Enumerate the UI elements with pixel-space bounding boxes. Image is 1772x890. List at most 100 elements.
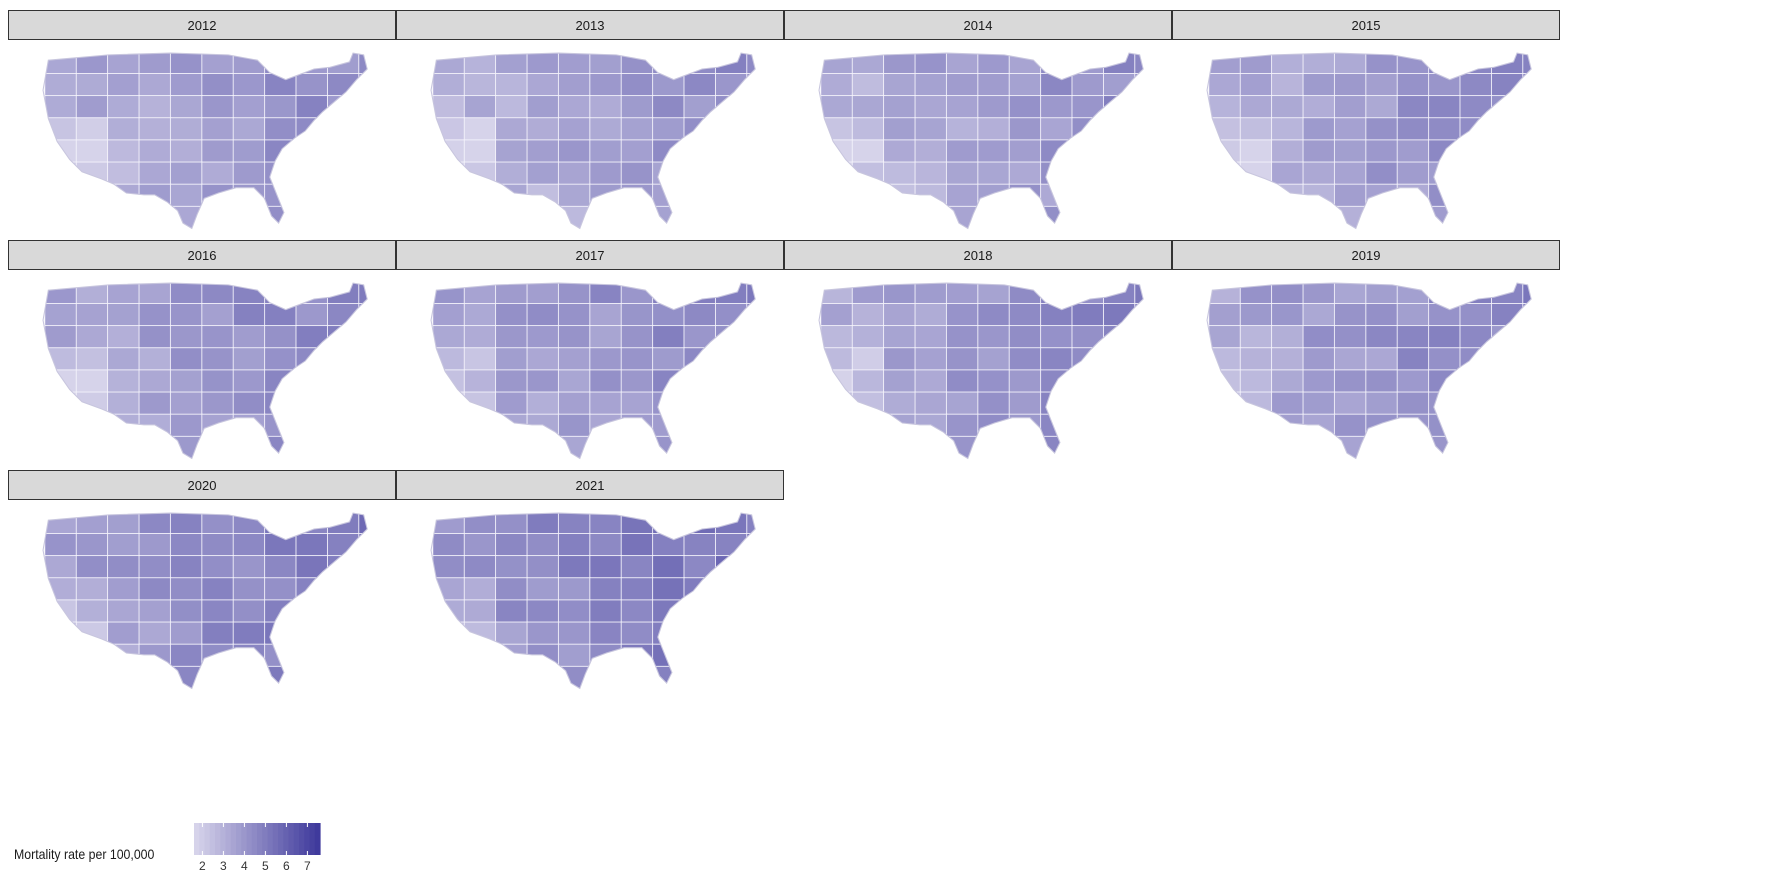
state-region <box>358 513 368 535</box>
state-region <box>75 53 109 75</box>
us-choropleth-map <box>1206 52 1532 230</box>
state-region <box>201 183 235 208</box>
state-region <box>495 95 528 119</box>
state-region <box>44 369 78 393</box>
state-region <box>1459 183 1493 208</box>
legend-tick-label: 2 <box>199 859 206 873</box>
state-region <box>75 413 109 438</box>
state-region <box>1365 347 1399 371</box>
state-region <box>1071 95 1105 119</box>
state-region <box>295 577 329 601</box>
state-region <box>1365 73 1399 97</box>
state-region <box>652 161 685 186</box>
state-region <box>746 643 756 668</box>
state-region <box>1040 95 1073 119</box>
state-region <box>1428 283 1461 305</box>
state-region <box>883 413 916 438</box>
state-region <box>463 117 497 141</box>
state-region <box>75 117 109 141</box>
legend-color-step <box>288 823 295 855</box>
state-region <box>232 95 266 119</box>
state-region <box>295 303 329 327</box>
state-region <box>1459 205 1493 229</box>
state-region <box>463 325 497 349</box>
state-region <box>201 621 235 646</box>
state-region <box>358 117 368 141</box>
state-region <box>432 95 466 119</box>
state-region <box>1208 303 1242 327</box>
state-region <box>358 665 368 689</box>
state-region <box>44 533 78 557</box>
state-region <box>526 555 560 579</box>
state-region <box>1134 435 1144 459</box>
state-region <box>463 95 497 119</box>
country-outline <box>430 52 756 230</box>
state-region <box>138 53 172 75</box>
state-region <box>1490 283 1524 305</box>
state-region <box>463 643 497 668</box>
country-outline <box>1206 282 1532 460</box>
facet-panel-2018: 2018 <box>784 240 1172 490</box>
state-region <box>589 665 623 689</box>
state-region <box>620 621 654 646</box>
state-region <box>1040 325 1073 349</box>
state-region <box>1040 347 1073 371</box>
state-region <box>620 533 654 557</box>
state-region <box>44 161 78 186</box>
state-region <box>683 577 717 601</box>
state-region <box>432 283 466 305</box>
state-region <box>589 347 623 371</box>
state-region <box>746 435 756 459</box>
state-region <box>714 183 748 208</box>
state-region <box>1239 303 1273 327</box>
state-region <box>1459 325 1493 349</box>
state-region <box>1522 117 1532 141</box>
state-region <box>138 139 172 163</box>
state-region <box>326 283 360 305</box>
state-region <box>432 555 466 579</box>
state-region <box>714 161 748 186</box>
state-region <box>945 303 979 327</box>
state-region <box>977 391 1011 416</box>
state-region <box>358 577 368 601</box>
state-region <box>883 369 916 393</box>
state-region <box>44 621 78 646</box>
state-region <box>1102 283 1136 305</box>
state-region <box>1008 95 1042 119</box>
state-region <box>914 139 948 163</box>
state-region <box>495 369 528 393</box>
state-region <box>820 183 854 208</box>
state-region <box>1428 95 1461 119</box>
state-region <box>295 413 329 438</box>
state-region <box>432 621 466 646</box>
state-region <box>75 599 109 623</box>
state-region <box>232 347 266 371</box>
state-region <box>1490 205 1524 229</box>
state-region <box>683 643 717 668</box>
state-region <box>295 325 329 349</box>
state-region <box>1522 95 1532 119</box>
state-region <box>358 391 368 416</box>
state-region <box>495 347 528 371</box>
state-region <box>820 303 854 327</box>
legend-color-step <box>257 823 263 855</box>
state-region <box>1208 161 1242 186</box>
state-region <box>295 161 329 186</box>
state-region <box>44 283 78 305</box>
state-region <box>1490 369 1524 393</box>
state-region <box>201 665 235 689</box>
state-region <box>977 413 1011 438</box>
state-region <box>620 435 654 459</box>
state-region <box>746 391 756 416</box>
state-region <box>107 533 140 557</box>
state-region <box>1522 413 1532 438</box>
state-region <box>44 73 78 97</box>
state-region <box>652 577 685 601</box>
state-region <box>75 139 109 163</box>
state-region <box>1071 205 1105 229</box>
state-region <box>358 643 368 668</box>
state-region <box>75 161 109 186</box>
state-region <box>44 413 78 438</box>
state-region <box>75 303 109 327</box>
state-region <box>1333 413 1367 438</box>
